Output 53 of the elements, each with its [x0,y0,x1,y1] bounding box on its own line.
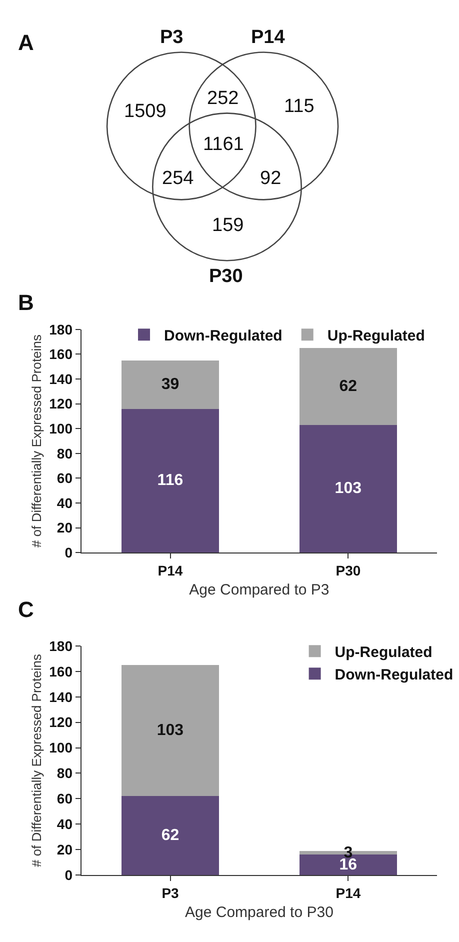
x-axis-title: Age Compared to P30 [185,904,334,921]
legend-label: Down-Regulated [164,327,282,344]
y-tick-label: 140 [49,688,73,705]
y-axis-title: # of Differentially Expressed Proteins [29,334,44,548]
data-label: 103 [156,722,184,740]
text: P30 [209,266,243,287]
y-tick-label: 180 [49,638,73,654]
y-tick-label: 40 [56,494,73,511]
data-label: 116 [157,472,184,490]
text: 159 [212,215,244,236]
y-tick-label: 60 [56,790,73,807]
y-tick-label: 100 [49,740,73,756]
y-tick-label: 180 [49,321,73,338]
y-axis-title: # of Differentially Expressed Proteins [29,654,44,867]
text: A [18,30,34,55]
y-tick-label: 20 [56,520,73,536]
bar [299,424,398,553]
bar [121,360,220,409]
data-label: 62 [161,827,180,844]
bar [299,348,398,425]
bar [121,665,220,796]
bar [121,796,220,876]
y-tick-label: 160 [49,663,73,680]
legend-label: Up-Regulated [327,327,425,344]
y-tick-label: 120 [49,714,73,730]
y-tick-label: 20 [56,841,73,858]
text: P3 [160,27,184,48]
y-tick-label: 80 [56,765,73,782]
data-label: 62 [339,378,358,395]
text: 1161 [203,134,244,155]
text: 252 [207,88,239,109]
y-tick-label: 0 [64,544,73,560]
y-tick-label: 40 [56,816,73,832]
y-tick-label: 100 [49,420,73,437]
text: P14 [251,27,286,48]
text: 254 [162,168,194,189]
chart-title: B [18,290,34,315]
text: 115 [284,96,314,117]
legend-label: Down-Regulated [334,666,454,684]
y-tick-label: 160 [49,346,73,362]
data-label: 39 [161,376,180,394]
x-axis-title: Age Compared to P3 [189,581,330,598]
legend-label: Up-Regulated [334,644,432,661]
text: 1509 [124,101,166,122]
y-tick-label: 80 [56,445,73,462]
data-label: 103 [334,480,362,498]
y-tick-label: 120 [49,396,73,412]
y-tick-label: 140 [49,370,73,387]
chart-title: C [18,597,34,622]
y-tick-label: 0 [64,866,73,883]
y-tick-label: 60 [56,470,73,486]
text: 92 [260,168,282,189]
bar [121,408,220,553]
